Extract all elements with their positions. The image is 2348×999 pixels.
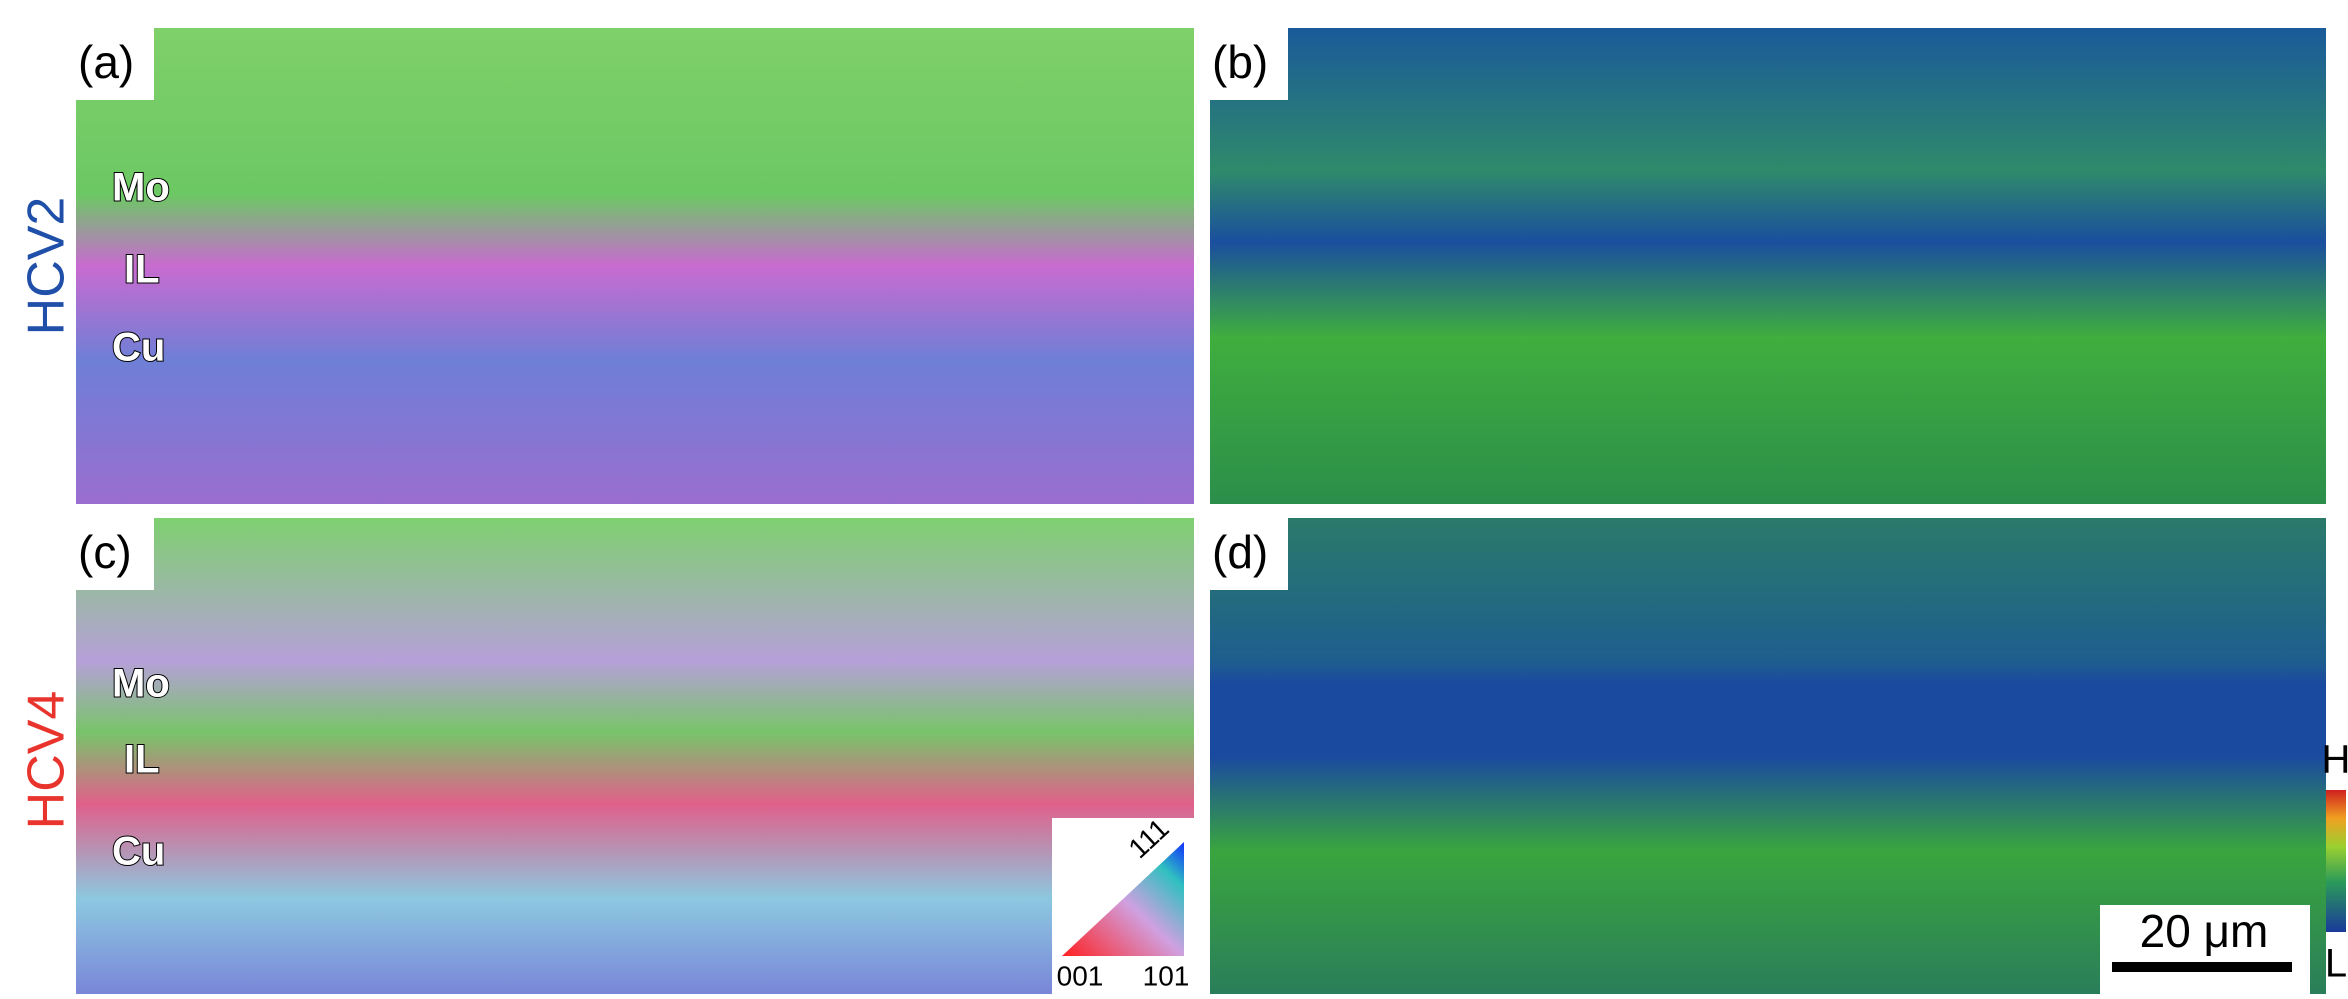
panel-label: (c) (78, 526, 132, 578)
ipf-map (76, 518, 1194, 994)
legend-label: 101 (1143, 960, 1190, 991)
panel-label: (d) (1212, 526, 1268, 578)
label-bg (1210, 518, 1288, 590)
ipf-map (76, 28, 1194, 504)
ipf-triangle (1062, 842, 1184, 956)
label-bg (76, 28, 154, 100)
layer-label: Cu (112, 830, 165, 874)
scale-bar (2112, 962, 2292, 972)
scale-bg (2100, 905, 2310, 994)
panel-label: (b) (1212, 36, 1268, 88)
panel-label: (a) (78, 36, 134, 88)
legend-label: 001 (1057, 960, 1104, 991)
label-bg (76, 518, 154, 590)
label-bg (1210, 28, 1288, 100)
layer-label: Mo (112, 166, 170, 210)
layer-label: Cu (112, 326, 165, 370)
scale-bar-label: 20 μm (2140, 905, 2269, 957)
layer-label: IL (124, 248, 160, 292)
colorbar-label: H (2322, 738, 2348, 782)
sample-label: HCV2 (18, 197, 76, 336)
layer-label: IL (124, 738, 160, 782)
colorbar (2326, 790, 2346, 932)
layer-label: Mo (112, 662, 170, 706)
kam-map (1210, 28, 2326, 504)
colorbar-label: L (2325, 942, 2347, 986)
sample-label: HCV4 (18, 691, 76, 830)
